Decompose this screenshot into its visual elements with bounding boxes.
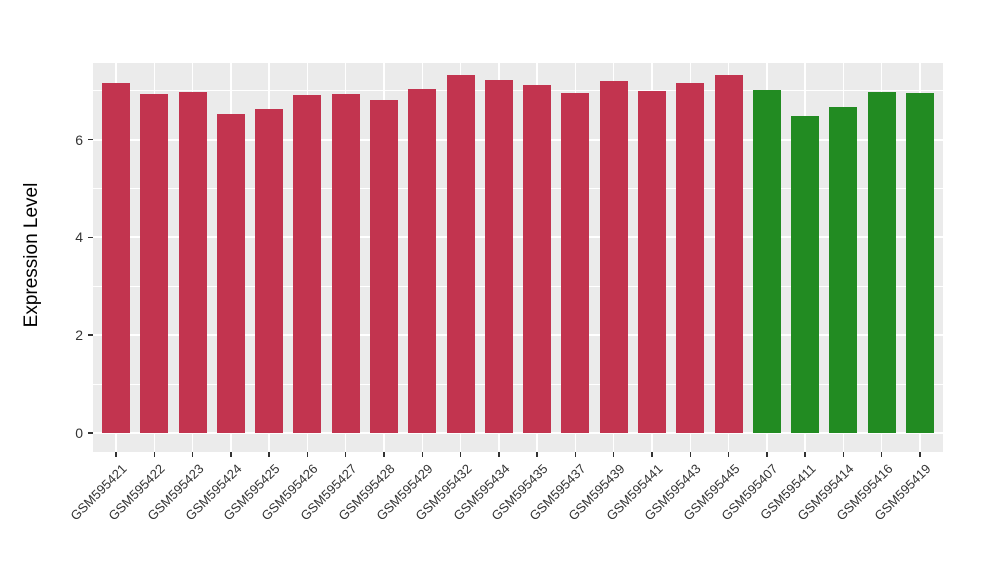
x-tick-mark [804,452,806,457]
y-tick-mark [88,334,93,336]
x-tick-mark [574,452,577,457]
x-tick-mark [651,452,653,457]
x-tick-mark [230,452,232,457]
x-tick-mark [115,452,117,457]
bar-GSM595435 [523,84,552,433]
gridline-major-y2 [93,334,943,337]
y-tick-label: 0 [75,424,83,441]
x-tick-mark [498,452,500,457]
bar-GSM595445 [714,75,743,433]
x-tick-mark [268,452,270,457]
gridline-minor-y1 [93,383,943,385]
x-tick-mark [880,452,883,457]
y-tick-label: 4 [75,229,83,246]
plot-panel [93,63,943,452]
bar-GSM595411 [791,115,820,433]
x-tick-mark [842,452,845,457]
y-tick-mark [88,432,93,434]
bar-GSM595419 [906,92,935,433]
bar-GSM595426 [293,95,322,433]
bar-GSM595432 [446,74,475,433]
bar-GSM595422 [140,94,169,433]
y-tick-mark [88,138,93,141]
x-tick-mark [344,452,347,457]
x-tick-mark [153,452,155,457]
gridline-major-y0 [93,431,943,434]
x-tick-mark [766,452,768,457]
y-tick-mark [88,236,93,239]
x-tick-mark [612,452,615,457]
bar-GSM595443 [676,82,705,433]
gridline-minor-y7 [93,90,943,92]
bar-GSM595423 [178,91,207,433]
x-tick-mark [306,452,309,457]
bar-GSM595434 [484,80,513,433]
gridline-minor-y5 [93,188,943,190]
gridline-major-y4 [93,236,943,239]
bar-GSM595416 [867,91,896,433]
bar-GSM595407 [752,90,781,433]
bar-GSM595429 [408,88,437,433]
y-tick-label: 2 [75,327,83,344]
bar-GSM595439 [599,81,628,433]
bar-GSM595428 [369,100,398,433]
x-tick-mark [191,452,194,457]
bar-GSM595421 [101,83,130,433]
x-tick-mark [919,452,921,457]
y-tick-label: 6 [75,131,83,148]
gridline-major-y6 [93,138,943,141]
x-tick-mark [421,452,424,457]
bar-GSM595414 [829,107,858,433]
bar-GSM595424 [216,113,245,433]
bar-GSM595425 [255,109,284,433]
gridline-minor-y3 [93,285,943,287]
bar-GSM595441 [638,91,666,433]
x-tick-mark [727,452,730,457]
y-axis-title: Expression Level [21,182,42,327]
bar-GSM595427 [331,93,360,433]
x-tick-mark [459,452,462,457]
x-tick-mark [383,452,385,457]
bar-GSM595437 [561,92,590,433]
x-tick-mark [536,452,538,457]
x-tick-mark [689,452,692,457]
